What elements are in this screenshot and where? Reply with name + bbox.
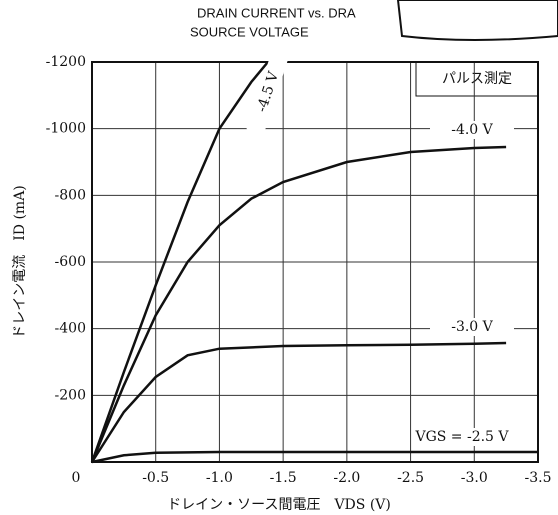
legend-label-bg	[420, 428, 504, 446]
y-tick-label: -800	[55, 187, 86, 203]
y-tick-label: -400	[55, 321, 86, 337]
x-tick-label: 0	[72, 470, 81, 486]
series-line	[90, 61, 269, 463]
plot-frame	[91, 61, 539, 463]
x-tick-label: -0.5	[142, 470, 169, 486]
logo-badge	[396, 0, 558, 41]
chart-title: DRAIN CURRENT vs. DRA	[197, 5, 356, 20]
legend-label: VGS = -2.5 V	[414, 429, 509, 445]
x-tick-label: -2.0	[333, 470, 360, 486]
chart-title: SOURCE VOLTAGE	[190, 24, 309, 39]
y-tick-label: -200	[55, 387, 86, 403]
series-line	[90, 145, 507, 463]
y-tick-label: -1000	[46, 121, 86, 137]
annotation-box	[415, 61, 539, 97]
y-tick-label: -1200	[46, 54, 86, 70]
x-tick-label: -2.5	[397, 470, 424, 486]
legend-label-bg	[430, 121, 514, 139]
x-tick-label: -3.0	[461, 470, 488, 486]
legend-label: -4.5 V	[254, 69, 282, 114]
legend-label: -3.0 V	[451, 319, 493, 335]
y-tick-label: -600	[55, 254, 86, 270]
x-axis-label: ドレイン・ソース間電圧 VDS (V)	[167, 497, 391, 513]
legend-label-bg	[430, 318, 514, 336]
x-tick-label: -3.5	[525, 470, 552, 486]
series-line	[91, 450, 538, 464]
series-line	[90, 341, 507, 463]
legend-label-bg	[246, 49, 290, 135]
x-tick-label: -1.0	[206, 470, 233, 486]
x-tick-label: -1.5	[270, 470, 297, 486]
legend-label: -4.0 V	[451, 122, 493, 138]
annotation: パルス測定	[442, 71, 512, 87]
y-axis-label: ドレイン電流 ID (mA)	[12, 185, 28, 339]
